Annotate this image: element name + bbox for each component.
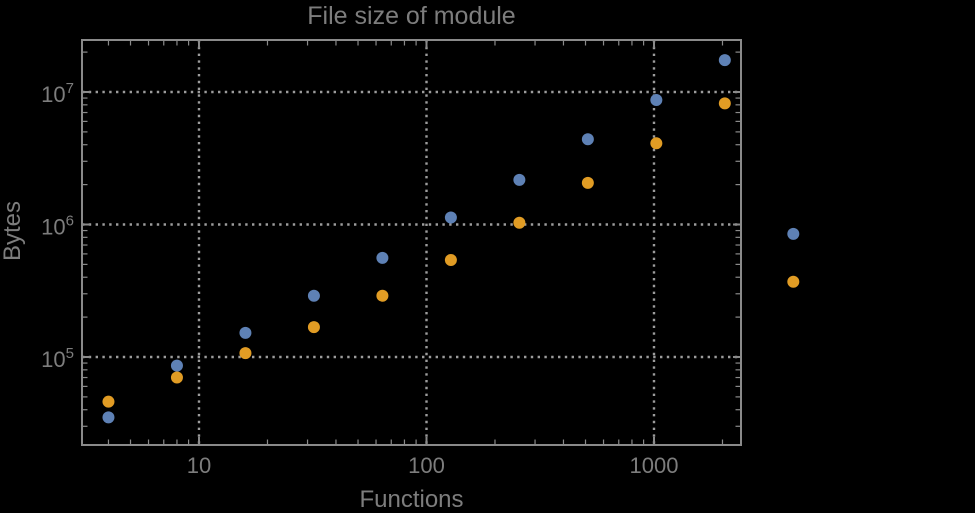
data-point-orange bbox=[376, 289, 389, 302]
data-point-blue bbox=[170, 359, 183, 372]
data-point-orange bbox=[513, 216, 526, 229]
x-tick-labels: 10 100 1000 bbox=[187, 453, 679, 478]
gridlines bbox=[82, 40, 741, 445]
y-tick-label: 106 bbox=[41, 213, 74, 240]
y-tick-label: 105 bbox=[41, 345, 74, 372]
data-point-orange bbox=[650, 137, 663, 150]
x-tick-label: 10 bbox=[187, 453, 211, 478]
data-point-blue bbox=[513, 173, 526, 186]
data-point-blue bbox=[787, 227, 800, 240]
y-tick-labels: 105 106 107 bbox=[41, 80, 74, 372]
data-point-orange bbox=[307, 321, 320, 334]
series-blue bbox=[102, 54, 800, 424]
data-point-blue bbox=[718, 54, 731, 67]
chart-title: File size of module bbox=[307, 2, 516, 30]
data-point-blue bbox=[444, 211, 457, 224]
data-point-orange bbox=[581, 176, 594, 189]
data-point-orange bbox=[787, 275, 800, 288]
data-point-blue bbox=[239, 326, 252, 339]
series-orange bbox=[102, 97, 800, 408]
data-point-orange bbox=[718, 97, 731, 110]
data-point-orange bbox=[170, 371, 183, 384]
y-axis-label: Bytes bbox=[0, 200, 26, 262]
x-tick-label: 100 bbox=[408, 453, 445, 478]
y-tick-label: 107 bbox=[41, 80, 74, 107]
plot-frame bbox=[81, 39, 742, 446]
x-tick-label: 1000 bbox=[630, 453, 679, 478]
data-point-blue bbox=[307, 289, 320, 302]
tick-marks bbox=[83, 41, 740, 444]
data-point-blue bbox=[102, 411, 115, 424]
data-point-orange bbox=[444, 253, 457, 266]
x-axis-label: Functions bbox=[359, 486, 464, 513]
data-point-orange bbox=[239, 347, 252, 360]
data-point-orange bbox=[102, 395, 115, 408]
data-point-blue bbox=[581, 133, 594, 146]
data-point-blue bbox=[650, 94, 663, 107]
data-point-blue bbox=[376, 251, 389, 264]
